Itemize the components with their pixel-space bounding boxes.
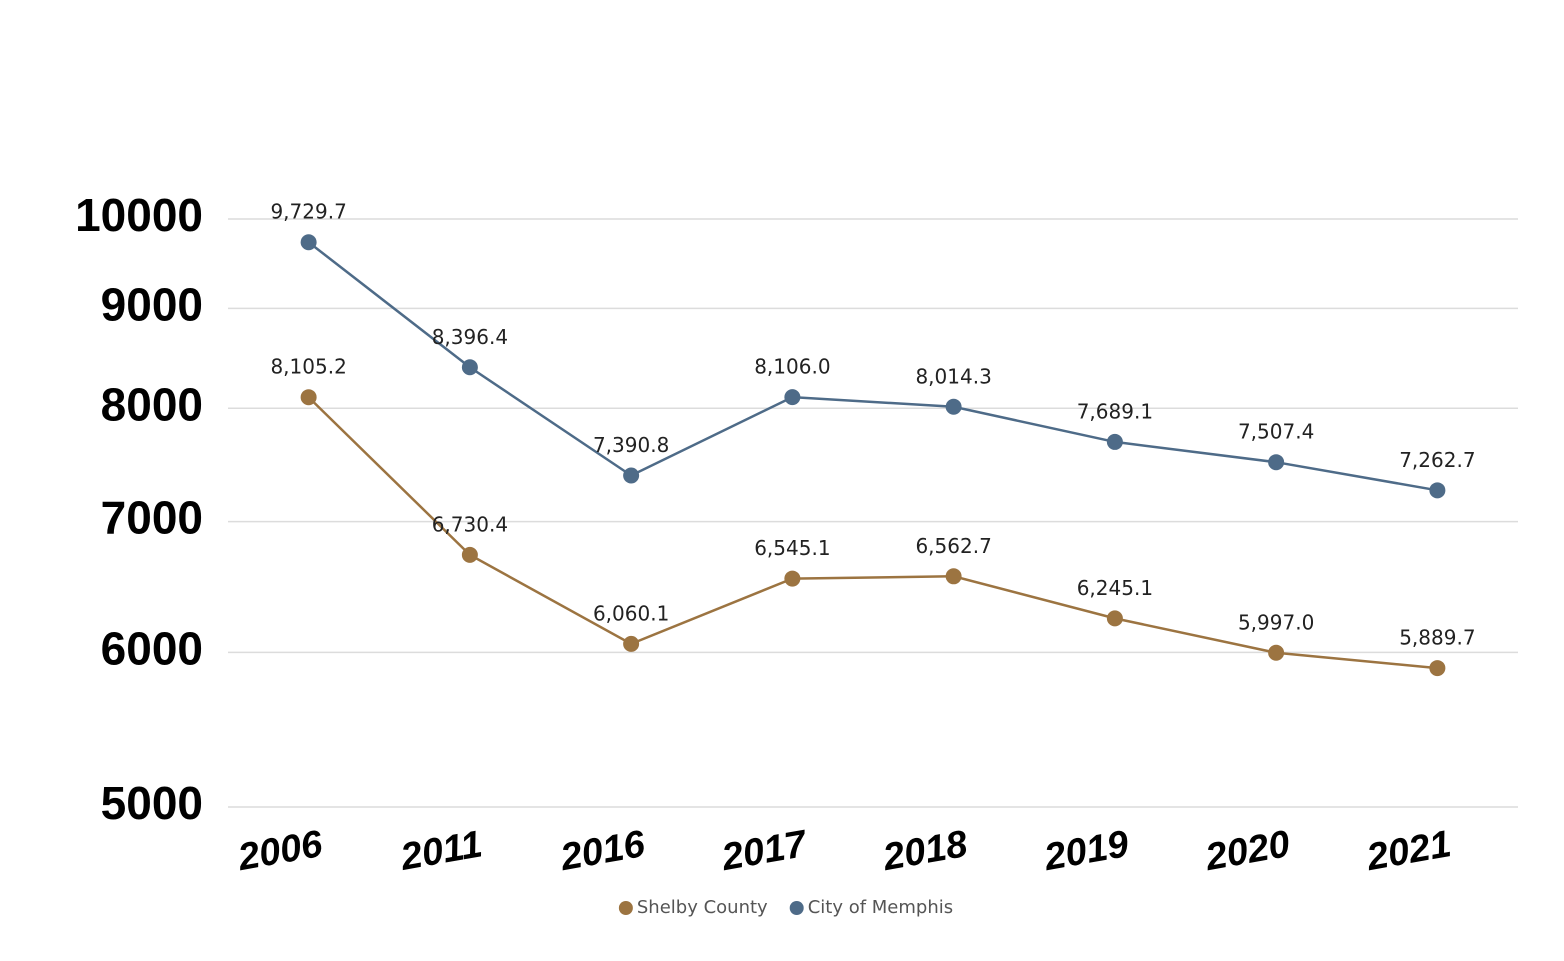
- legend: Shelby County City of Memphis: [618, 897, 953, 918]
- y-tick-label: 7000: [101, 492, 203, 544]
- y-tick-label: 9000: [101, 279, 203, 331]
- data-label: 5,997.0: [1238, 610, 1314, 634]
- data-label: 7,507.4: [1238, 420, 1314, 444]
- x-tick-label: 2019: [1040, 823, 1132, 879]
- data-point: [945, 568, 962, 585]
- legend-marker: [789, 901, 804, 915]
- data-label: 6,060.1: [593, 601, 669, 625]
- data-label: 8,396.4: [432, 325, 508, 349]
- y-tick-label: 5000: [101, 777, 203, 829]
- data-point: [1106, 433, 1123, 450]
- x-tick-label: 2017: [718, 823, 811, 880]
- data-label: 9,729.7: [270, 200, 346, 224]
- data-label: 6,562.7: [915, 534, 991, 558]
- data-point: [1268, 644, 1285, 661]
- legend-label: City of Memphis: [808, 897, 953, 918]
- data-label: 5,889.7: [1399, 626, 1475, 650]
- data-point: [623, 467, 640, 484]
- data-point: [1268, 454, 1285, 471]
- data-point: [623, 635, 640, 652]
- data-point: [1429, 660, 1446, 677]
- legend-label: Shelby County: [637, 897, 768, 918]
- data-point: [1106, 610, 1123, 627]
- data-label: 8,105.2: [270, 355, 346, 379]
- data-label: 8,014.3: [915, 364, 991, 388]
- data-label: 8,106.0: [754, 355, 830, 379]
- data-point: [784, 389, 801, 406]
- x-tick-label: 2011: [397, 823, 486, 879]
- series-line: [307, 396, 1438, 670]
- data-label: 7,390.8: [593, 433, 669, 457]
- data-point: [1429, 482, 1446, 499]
- data-point: [945, 398, 962, 415]
- legend-marker: [618, 901, 633, 915]
- x-tick-label: 2016: [557, 823, 649, 879]
- data-label: 7,262.7: [1399, 448, 1475, 472]
- data-label: 6,730.4: [432, 512, 508, 536]
- y-tick-label: 10000: [75, 189, 203, 241]
- data-point: [461, 359, 478, 376]
- data-point: [300, 234, 317, 251]
- x-tick-label: 2018: [879, 823, 971, 879]
- y-tick-label: 8000: [101, 378, 203, 430]
- x-tick-label: 2021: [1363, 823, 1455, 879]
- data-point: [461, 546, 478, 563]
- data-label: 7,689.1: [1077, 399, 1153, 423]
- x-tick-label: 2006: [234, 823, 326, 879]
- data-point: [300, 389, 317, 406]
- y-tick-label: 6000: [101, 622, 203, 674]
- data-label: 6,545.1: [754, 536, 830, 560]
- data-point: [784, 570, 801, 587]
- series-line: [307, 241, 1438, 492]
- x-tick-label: 2020: [1202, 823, 1294, 879]
- data-label: 6,245.1: [1077, 576, 1153, 600]
